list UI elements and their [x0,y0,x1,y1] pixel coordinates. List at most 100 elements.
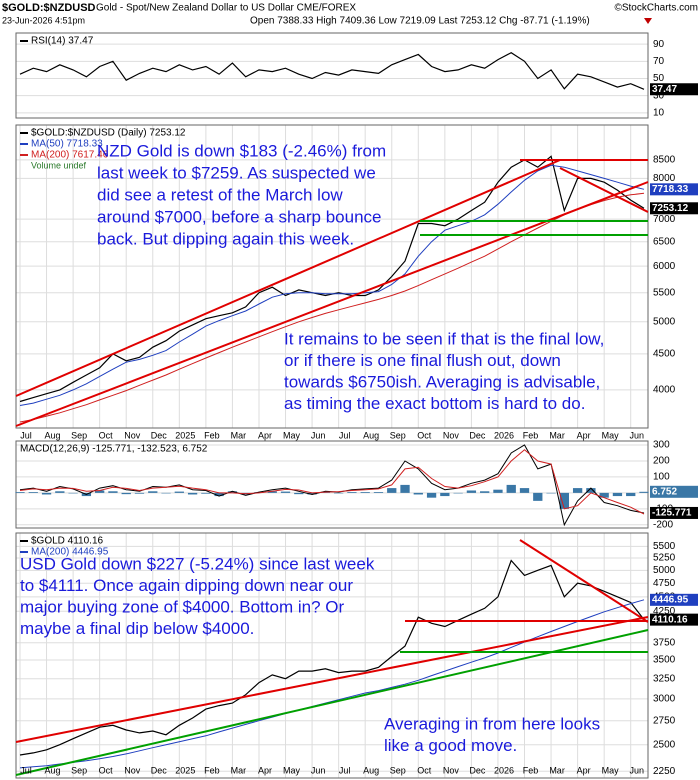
histogram-bar [599,492,609,498]
histogram-bar [148,491,158,493]
histogram-bar [214,492,224,497]
plot-area [15,32,649,779]
histogram-bar [201,492,211,494]
legend-label: RSI(14) 37.47 [31,36,94,47]
histogram-bar [586,488,596,493]
y-tick-label: 8000 [653,173,676,184]
y-tick-label: 5500 [653,541,676,552]
histogram-bar [533,492,543,501]
series-line [19,192,645,423]
x-tick-label: Apr [577,430,591,440]
x-tick-label: Jul [339,765,351,775]
date: 23-Jun-2026 4:51pm [2,15,85,25]
panel-frame [15,32,649,119]
histogram-bar [333,492,344,494]
trend-line [519,539,649,623]
series-line [19,559,645,756]
histogram-bar [41,492,52,495]
histogram-bar [559,492,569,509]
x-tick-label: Apr [258,430,272,440]
histogram-bar [387,488,397,493]
x-tick-label: Oct [99,765,114,775]
x-tick-label: Nov [124,765,141,775]
x-tick-label: Jun [629,765,644,775]
y-tick-label: 70 [653,56,665,67]
x-tick-label: Oct [99,430,114,440]
histogram-bar [572,488,583,493]
histogram-bar [413,492,423,495]
x-tick-label: Oct [417,430,432,440]
annotation: USD Gold down $227 (-5.24%) since last w… [20,554,375,573]
trend-line [15,616,649,743]
y-tick-label: 4750 [653,578,676,589]
legend-label: MA(50) 7718.33 [31,139,103,150]
legend-label: MA(200) 7617.46 [31,150,109,161]
histogram-bar [400,484,410,493]
y-tick-label: 5000 [653,316,676,327]
y-tick-label: 6000 [653,261,676,272]
y-tick-label: 200 [653,456,670,467]
last-value-label: 6.752 [652,486,677,497]
legend-label: $GOLD:$NZDUSD (Daily) 7253.12 [31,128,186,139]
series-line [19,52,645,90]
y-tick-label: 4500 [653,349,676,360]
y-tick-label: 10 [653,107,665,118]
last-value-box [650,613,698,626]
x-tick-label: Sep [71,765,87,775]
annotation: last week to $7259. As suspected we [97,163,376,182]
x-tick-label: Jul [339,430,351,440]
series-line [19,449,645,515]
histogram-bar [108,491,118,493]
histogram-bar [373,492,384,493]
x-tick-label: Jul [20,430,32,440]
legend-label: $GOLD 4110.16 [31,536,104,547]
last-value-label: 4110.16 [652,614,688,625]
histogram-bar [121,492,131,495]
x-tick-label: Dec [469,430,486,440]
x-tick-label: Aug [45,765,61,775]
series-line [19,444,645,527]
histogram-bar [174,491,184,493]
annotation: NZD Gold is down $183 (-2.46%) from [97,141,386,160]
last-value-label: -125.771 [652,508,692,519]
annotation: back. But dipping again this week. [97,229,354,248]
histogram-bar [466,490,477,493]
last-value-box [650,506,698,519]
x-tick-label: 2025 [175,765,195,775]
x-tick-label: Feb [523,430,539,440]
histogram-bar [187,492,198,495]
histogram-bar [506,484,516,493]
x-tick-label: Jun [629,430,644,440]
histogram-bar [28,492,38,493]
x-tick-label: Sep [390,765,406,775]
credit: ©StockCharts.com [614,3,698,14]
trend-line [15,159,561,397]
y-tick-label: 3750 [653,637,676,648]
x-tick-label: May [283,430,301,440]
x-tick-label: Feb [204,430,220,440]
y-tick-label: 2500 [653,739,676,750]
trend-line [15,181,649,427]
annotation: around $7000, before a sharp bounce [97,207,382,226]
annotation: as timing the exact bottom is hard to do… [284,394,585,413]
histogram-bar [267,491,277,493]
histogram-bar [360,492,370,493]
annotation: It remains to be seen if that is the fin… [284,329,604,348]
x-tick-label: Apr [577,765,591,775]
y-tick-label: 100 [653,472,670,483]
histogram-bar [426,492,437,498]
y-tick-label: 3500 [653,655,676,666]
panel-frame [15,532,649,779]
legend-label: MACD(12,26,9) -125.771, -132.523, 6.752 [20,444,208,455]
annotation: towards $6750ish. Averaging is advisable… [284,372,600,391]
annotation: did see a retest of the March low [97,185,343,204]
histogram-bar [546,492,556,494]
y-tick-label: 6500 [653,236,676,247]
support-line [15,629,649,776]
histogram-bar [95,490,105,493]
annotation: maybe a final dip below $4000. [20,619,254,638]
y-tick-label: 2750 [653,715,676,726]
x-tick-label: May [283,765,301,775]
histogram-bar [134,492,145,494]
histogram-bar [626,492,636,497]
